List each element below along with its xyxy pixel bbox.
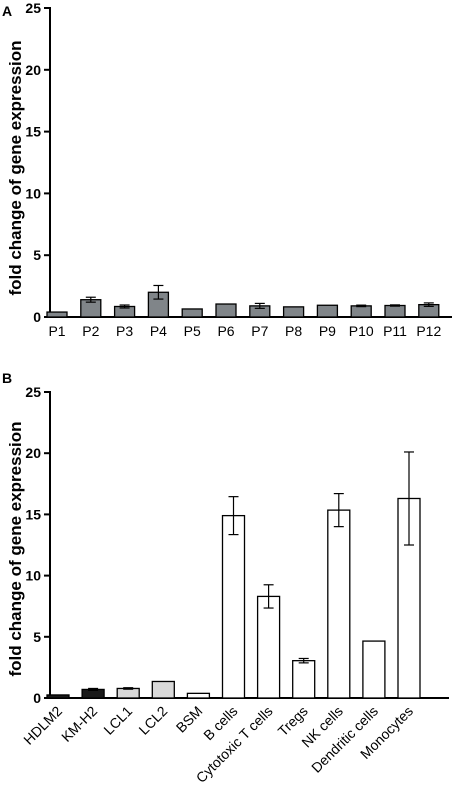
bar [282, 306, 305, 318]
bar [46, 694, 70, 699]
bar [384, 304, 406, 318]
bar [292, 660, 316, 699]
y-axis-label-b: fold change of gene expression [6, 421, 25, 676]
category-label: HDLM2 [20, 703, 65, 748]
category-label: P9 [319, 323, 336, 339]
bar [350, 305, 372, 318]
y-tick-label: 20 [25, 445, 41, 461]
category-label: P2 [82, 323, 99, 339]
y-tick-label: 25 [25, 384, 41, 400]
bar [46, 311, 68, 318]
category-label: KM-H2 [58, 703, 100, 745]
bar [116, 687, 140, 699]
category-label: P5 [184, 323, 201, 339]
y-tick-label: 25 [25, 0, 41, 16]
y-axis-label-a: fold change of gene expression [6, 40, 25, 295]
category-label: P8 [285, 323, 302, 339]
y-tick-label: 10 [25, 568, 41, 584]
y-tick-label: 20 [25, 62, 41, 78]
y-tick-label: 10 [25, 185, 41, 201]
category-label: P11 [383, 323, 407, 339]
category-label: LCL2 [135, 703, 170, 738]
y-tick-label: 15 [25, 506, 41, 522]
bar [316, 304, 339, 318]
bar [256, 595, 281, 699]
bar [221, 514, 246, 699]
bar [181, 308, 203, 318]
y-tick-label: 0 [33, 309, 41, 325]
panel-a: A fold change of gene expression 0 5 10 15 2… [2, 0, 452, 339]
category-label: P1 [48, 323, 65, 339]
panel-letter-a: A [2, 3, 12, 19]
bar [186, 692, 211, 699]
category-label: P7 [251, 323, 268, 339]
y-tick-label: 5 [33, 247, 41, 263]
category-label: P6 [217, 323, 234, 339]
bar [362, 640, 386, 699]
bar [151, 680, 175, 699]
y-tick-label: 0 [33, 690, 41, 706]
panel-b: B fold change of gene expression 0 5 10 15 2… [2, 370, 449, 786]
bar [327, 509, 351, 699]
category-label: P4 [150, 323, 167, 339]
category-label: P10 [349, 323, 374, 339]
category-label: P3 [116, 323, 133, 339]
category-label: P12 [416, 323, 441, 339]
panel-letter-b: B [2, 370, 12, 386]
y-tick-label: 15 [25, 124, 41, 140]
y-tick-label: 5 [33, 629, 41, 645]
bar [215, 303, 237, 318]
category-label: LCL1 [100, 703, 135, 738]
